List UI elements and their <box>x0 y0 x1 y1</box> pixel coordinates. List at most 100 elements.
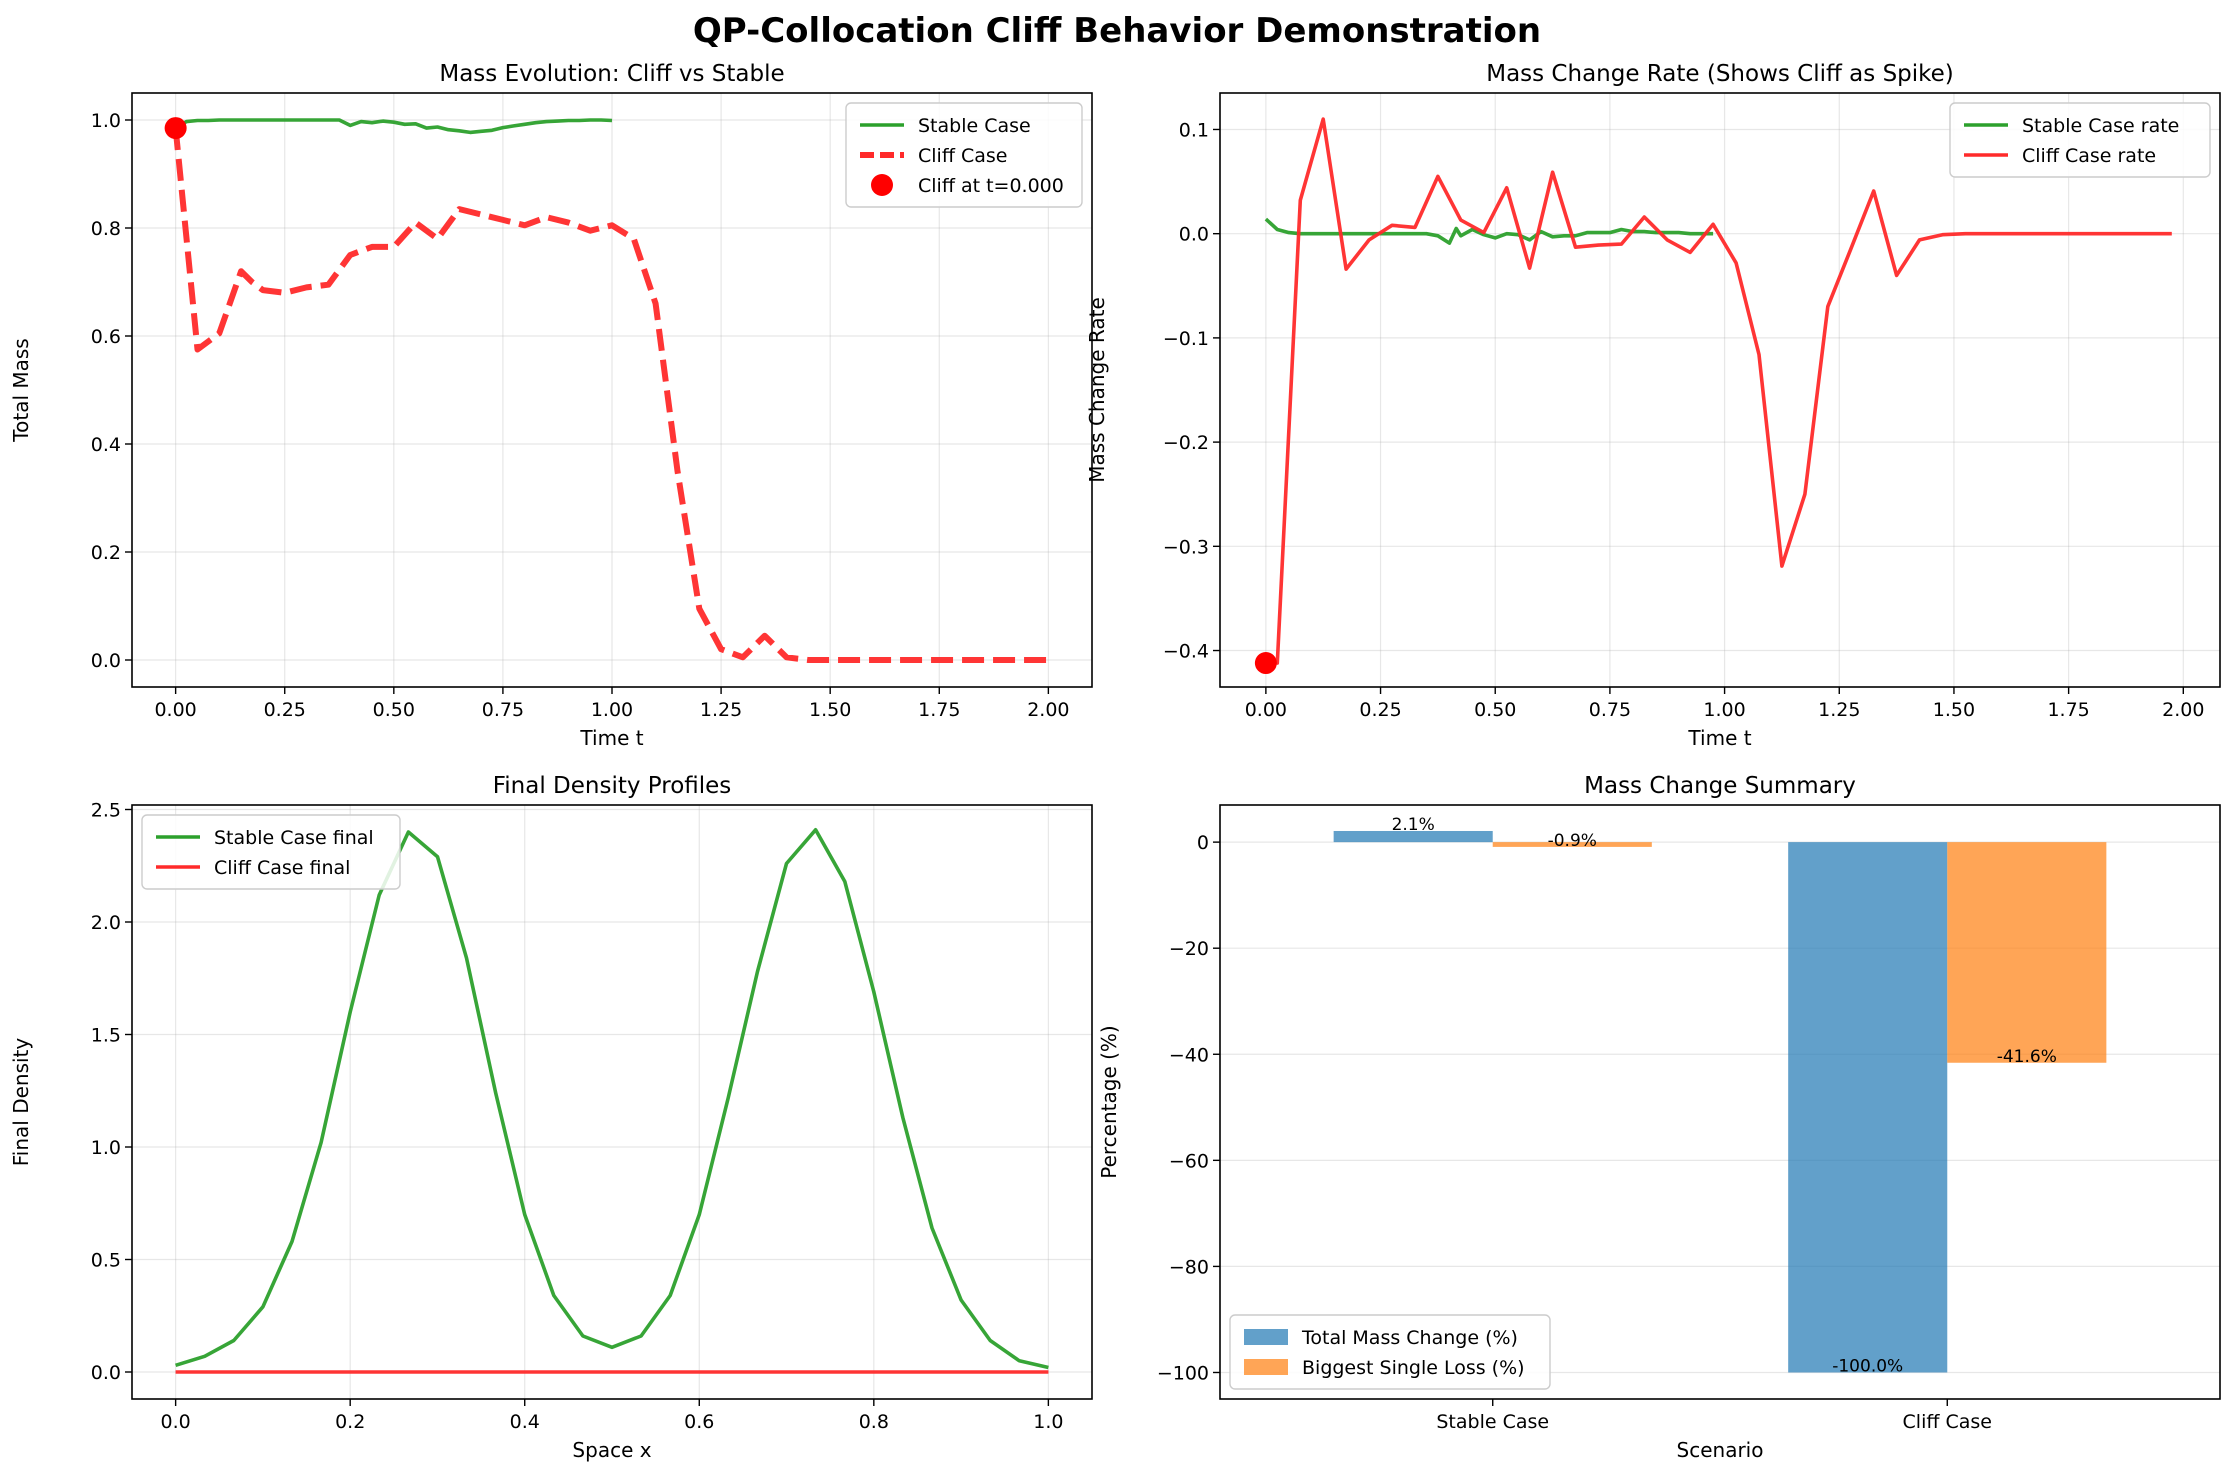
mass-change-rate-legend: Stable Case rate Cliff Case rate <box>1949 102 2211 178</box>
mass-change-rate-x-tick-label: 2.00 <box>2162 699 2204 721</box>
figure-title: QP-Collocation Cliff Behavior Demonstrat… <box>693 11 1541 51</box>
mass-change-summary-x-tick-label: Cliff Case <box>1903 1411 1992 1433</box>
mass-change-summary-axes-frame <box>1219 804 2221 1400</box>
mass-change-rate-x-tick-label: 0.50 <box>1474 699 1516 721</box>
final-density-y-tick-label: 2.5 <box>91 800 121 822</box>
mass-change-summary-title: Mass Change Summary <box>1584 773 1856 799</box>
final-density-x-tick-label: 1.0 <box>1033 1411 1063 1433</box>
mass-change-rate-x-tick-label: 1.25 <box>1818 699 1860 721</box>
mass-evolution-x-tick-label: 1.00 <box>591 699 633 721</box>
final-density-x-tick-label: 0.4 <box>510 1411 540 1433</box>
mass-evolution-marker-point <box>164 117 187 140</box>
mass-evolution-y-tick-label: 1.0 <box>91 110 121 132</box>
mass-evolution-x-tick-label: 1.75 <box>918 699 960 721</box>
final-density-axes-frame <box>131 804 1093 1400</box>
mass-change-summary-panel: 0 −20 −40 −60 −80 −100 Mass Change Summary Scen… <box>1097 773 2221 1462</box>
final-density-y-tick-label: 1.5 <box>91 1025 121 1047</box>
mass-change-rate-panel: 0.00 0.25 0.50 0.75 1.00 1.25 1.50 1.75 2.00 −0.4… <box>1085 61 2221 750</box>
mass-change-summary-xlabel: Scenario <box>1677 1438 1764 1462</box>
mass-evolution-y-tick-label: 0.4 <box>91 434 121 456</box>
mass-change-summary-bar-value-label: -100.0% <box>1832 1356 1903 1376</box>
mass-change-summary-legend: Total Mass Change (%) Biggest Single Loss… <box>1229 1314 1551 1390</box>
final-density-ylabel: Final Density <box>9 1038 33 1167</box>
final-density-x-tick-label: 0.2 <box>335 1411 365 1433</box>
final-density-panel: 0.0 0.2 0.4 0.6 0.8 1.0 0.0 0.5 1.0 1.5 2.0 2.5 Fina… <box>9 773 1093 1462</box>
mass-change-rate-x-tick-label: 1.50 <box>1933 699 1975 721</box>
mass-change-summary-legend-box <box>1229 1314 1551 1390</box>
final-density-legend: Stable Case final Cliff Case final <box>141 814 401 890</box>
mass-change-summary-bars-group: 2.1% -100.0% -0.9% -41.6% <box>1333 815 2107 1376</box>
final-density-x-tick-label: 0.0 <box>161 1411 191 1433</box>
final-density-y-tick-label: 0.0 <box>91 1362 121 1384</box>
mass-evolution-series-line-2 <box>172 127 1049 663</box>
mass-evolution-xlabel: Time t <box>579 726 643 750</box>
mass-evolution-y-tick-label: 0.0 <box>91 650 121 672</box>
final-density-legend-label: Cliff Case final <box>214 857 350 879</box>
final-density-series-group <box>175 827 1049 1374</box>
final-density-xlabel: Space x <box>572 1438 651 1462</box>
mass-change-rate-x-tick-label: 0.75 <box>1589 699 1631 721</box>
mass-evolution-y-tick-label: 0.2 <box>91 542 121 564</box>
mass-evolution-ylabel: Total Mass <box>9 338 33 442</box>
final-density-x-tick-label: 0.8 <box>859 1411 889 1433</box>
final-density-y-tick-label: 1.0 <box>91 1137 121 1159</box>
mass-change-summary-bar-value-label: -0.9% <box>1548 831 1597 851</box>
mass-change-rate-series-line-2 <box>1265 117 2172 665</box>
mass-change-summary-ylabel: Percentage (%) <box>1097 1025 1121 1178</box>
mass-change-summary-legend-label: Biggest Single Loss (%) <box>1302 1357 1525 1379</box>
mass-change-rate-marker-point <box>1254 652 1277 675</box>
mass-evolution-x-tick-label: 1.25 <box>700 699 742 721</box>
mass-change-summary-bar <box>1492 842 1652 847</box>
mass-evolution-legend-label: Cliff at t=0.000 <box>918 175 1064 197</box>
mass-evolution-series-group <box>164 117 1049 663</box>
mass-change-summary-y-tick-label: −60 <box>1169 1150 1209 1172</box>
mass-change-rate-x-tick-label: 1.75 <box>2047 699 2089 721</box>
mass-change-summary-y-tick-label: −80 <box>1169 1256 1209 1278</box>
mass-change-summary-y-tick-label: 0 <box>1197 832 1209 854</box>
mass-change-summary-bar-value-label: 2.1% <box>1392 815 1435 835</box>
mass-evolution-series-line-1 <box>174 118 613 135</box>
mass-evolution-legend-label: Stable Case <box>918 115 1031 137</box>
mass-change-rate-x-tick-label: 0.25 <box>1359 699 1401 721</box>
final-density-legend-box <box>141 814 401 890</box>
mass-change-rate-y-tick-label: −0.1 <box>1163 328 1209 350</box>
mass-change-rate-series-group <box>1254 117 2172 675</box>
mass-evolution-legend-box <box>845 102 1083 208</box>
final-density-y-tick-label: 0.5 <box>91 1250 121 1272</box>
final-density-x-tick-label: 0.6 <box>684 1411 714 1433</box>
mass-evolution-x-tick-label: 0.00 <box>154 699 196 721</box>
mass-change-rate-x-tick-label: 0.00 <box>1245 699 1287 721</box>
mass-change-summary-legend-swatch <box>1244 1329 1288 1345</box>
mass-change-rate-y-tick-label: −0.4 <box>1163 641 1209 663</box>
mass-evolution-y-tick-label: 0.6 <box>91 326 121 348</box>
mass-change-summary-y-tick-label: −40 <box>1169 1044 1209 1066</box>
final-density-plot-area <box>132 805 1092 1399</box>
final-density-legend-label: Stable Case final <box>214 827 374 849</box>
mass-change-summary-y-tick-label: −20 <box>1169 938 1209 960</box>
mass-change-rate-plot-area <box>1220 93 2220 687</box>
final-density-y-tick-label: 2.0 <box>91 912 121 934</box>
mass-evolution-panel: 0.00 0.25 0.50 0.75 1.00 1.25 1.50 1.75 2.00 0.0 0… <box>9 61 1093 750</box>
mass-evolution-y-tick-label: 0.8 <box>91 218 121 240</box>
mass-change-summary-bar <box>1333 830 1493 843</box>
mass-evolution-x-tick-label: 1.50 <box>809 699 851 721</box>
mass-change-rate-x-tick-label: 1.00 <box>1703 699 1745 721</box>
mass-change-summary-legend-label: Total Mass Change (%) <box>1301 1327 1518 1349</box>
mass-change-rate-xlabel: Time t <box>1687 726 1751 750</box>
mass-evolution-x-tick-label: 2.00 <box>1027 699 1069 721</box>
mass-change-rate-legend-box <box>1949 102 2211 178</box>
mass-evolution-legend: Stable Case Cliff Case Cliff at t=0.000 <box>845 102 1083 208</box>
mass-change-summary-bar <box>1947 842 2107 1063</box>
mass-change-summary-legend-swatch <box>1244 1359 1288 1375</box>
mass-change-summary-y-tick-label: −100 <box>1157 1362 1209 1384</box>
mass-change-rate-y-tick-label: 0.1 <box>1179 119 1209 141</box>
mass-evolution-legend-marker-swatch <box>871 174 893 196</box>
mass-change-summary-bar <box>1788 842 1948 1373</box>
mass-change-rate-y-tick-label: −0.2 <box>1163 432 1209 454</box>
mass-evolution-x-tick-label: 0.75 <box>482 699 524 721</box>
mass-evolution-axes-frame <box>131 92 1093 688</box>
final-density-title: Final Density Profiles <box>493 773 732 799</box>
mass-change-rate-legend-label: Cliff Case rate <box>2022 145 2156 167</box>
mass-change-rate-y-tick-label: −0.3 <box>1163 536 1209 558</box>
